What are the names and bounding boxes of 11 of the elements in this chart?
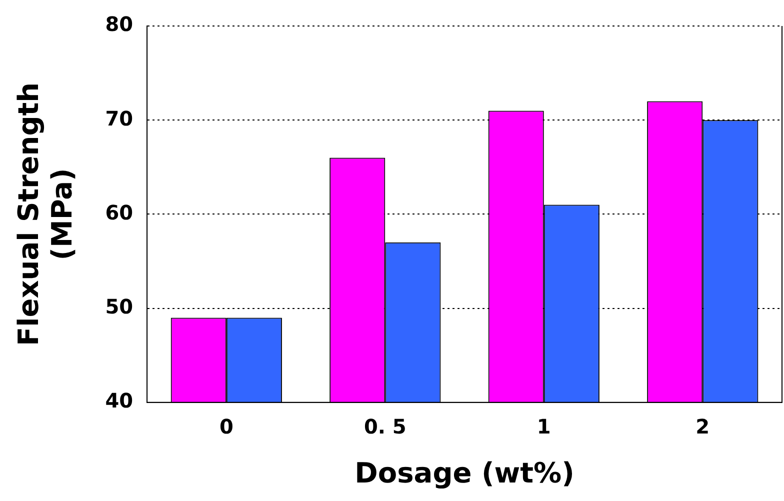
y-tick-label: 60 xyxy=(105,200,134,224)
x-tick-label: 2 xyxy=(696,414,710,439)
x-tick-label: 0. 5 xyxy=(364,414,406,439)
y-tick-label: 70 xyxy=(105,106,134,130)
x-tick-label: 0 xyxy=(219,414,234,439)
y-axis-title: Flexual Strength (MPa) xyxy=(12,82,79,346)
y-tick-label: 50 xyxy=(105,294,134,319)
y-tick-label: 40 xyxy=(105,388,134,413)
x-tick-label: 1 xyxy=(536,414,551,439)
y-tick-label: 80 xyxy=(105,12,134,36)
x-axis-title: Dosage (wt%) xyxy=(354,456,574,490)
